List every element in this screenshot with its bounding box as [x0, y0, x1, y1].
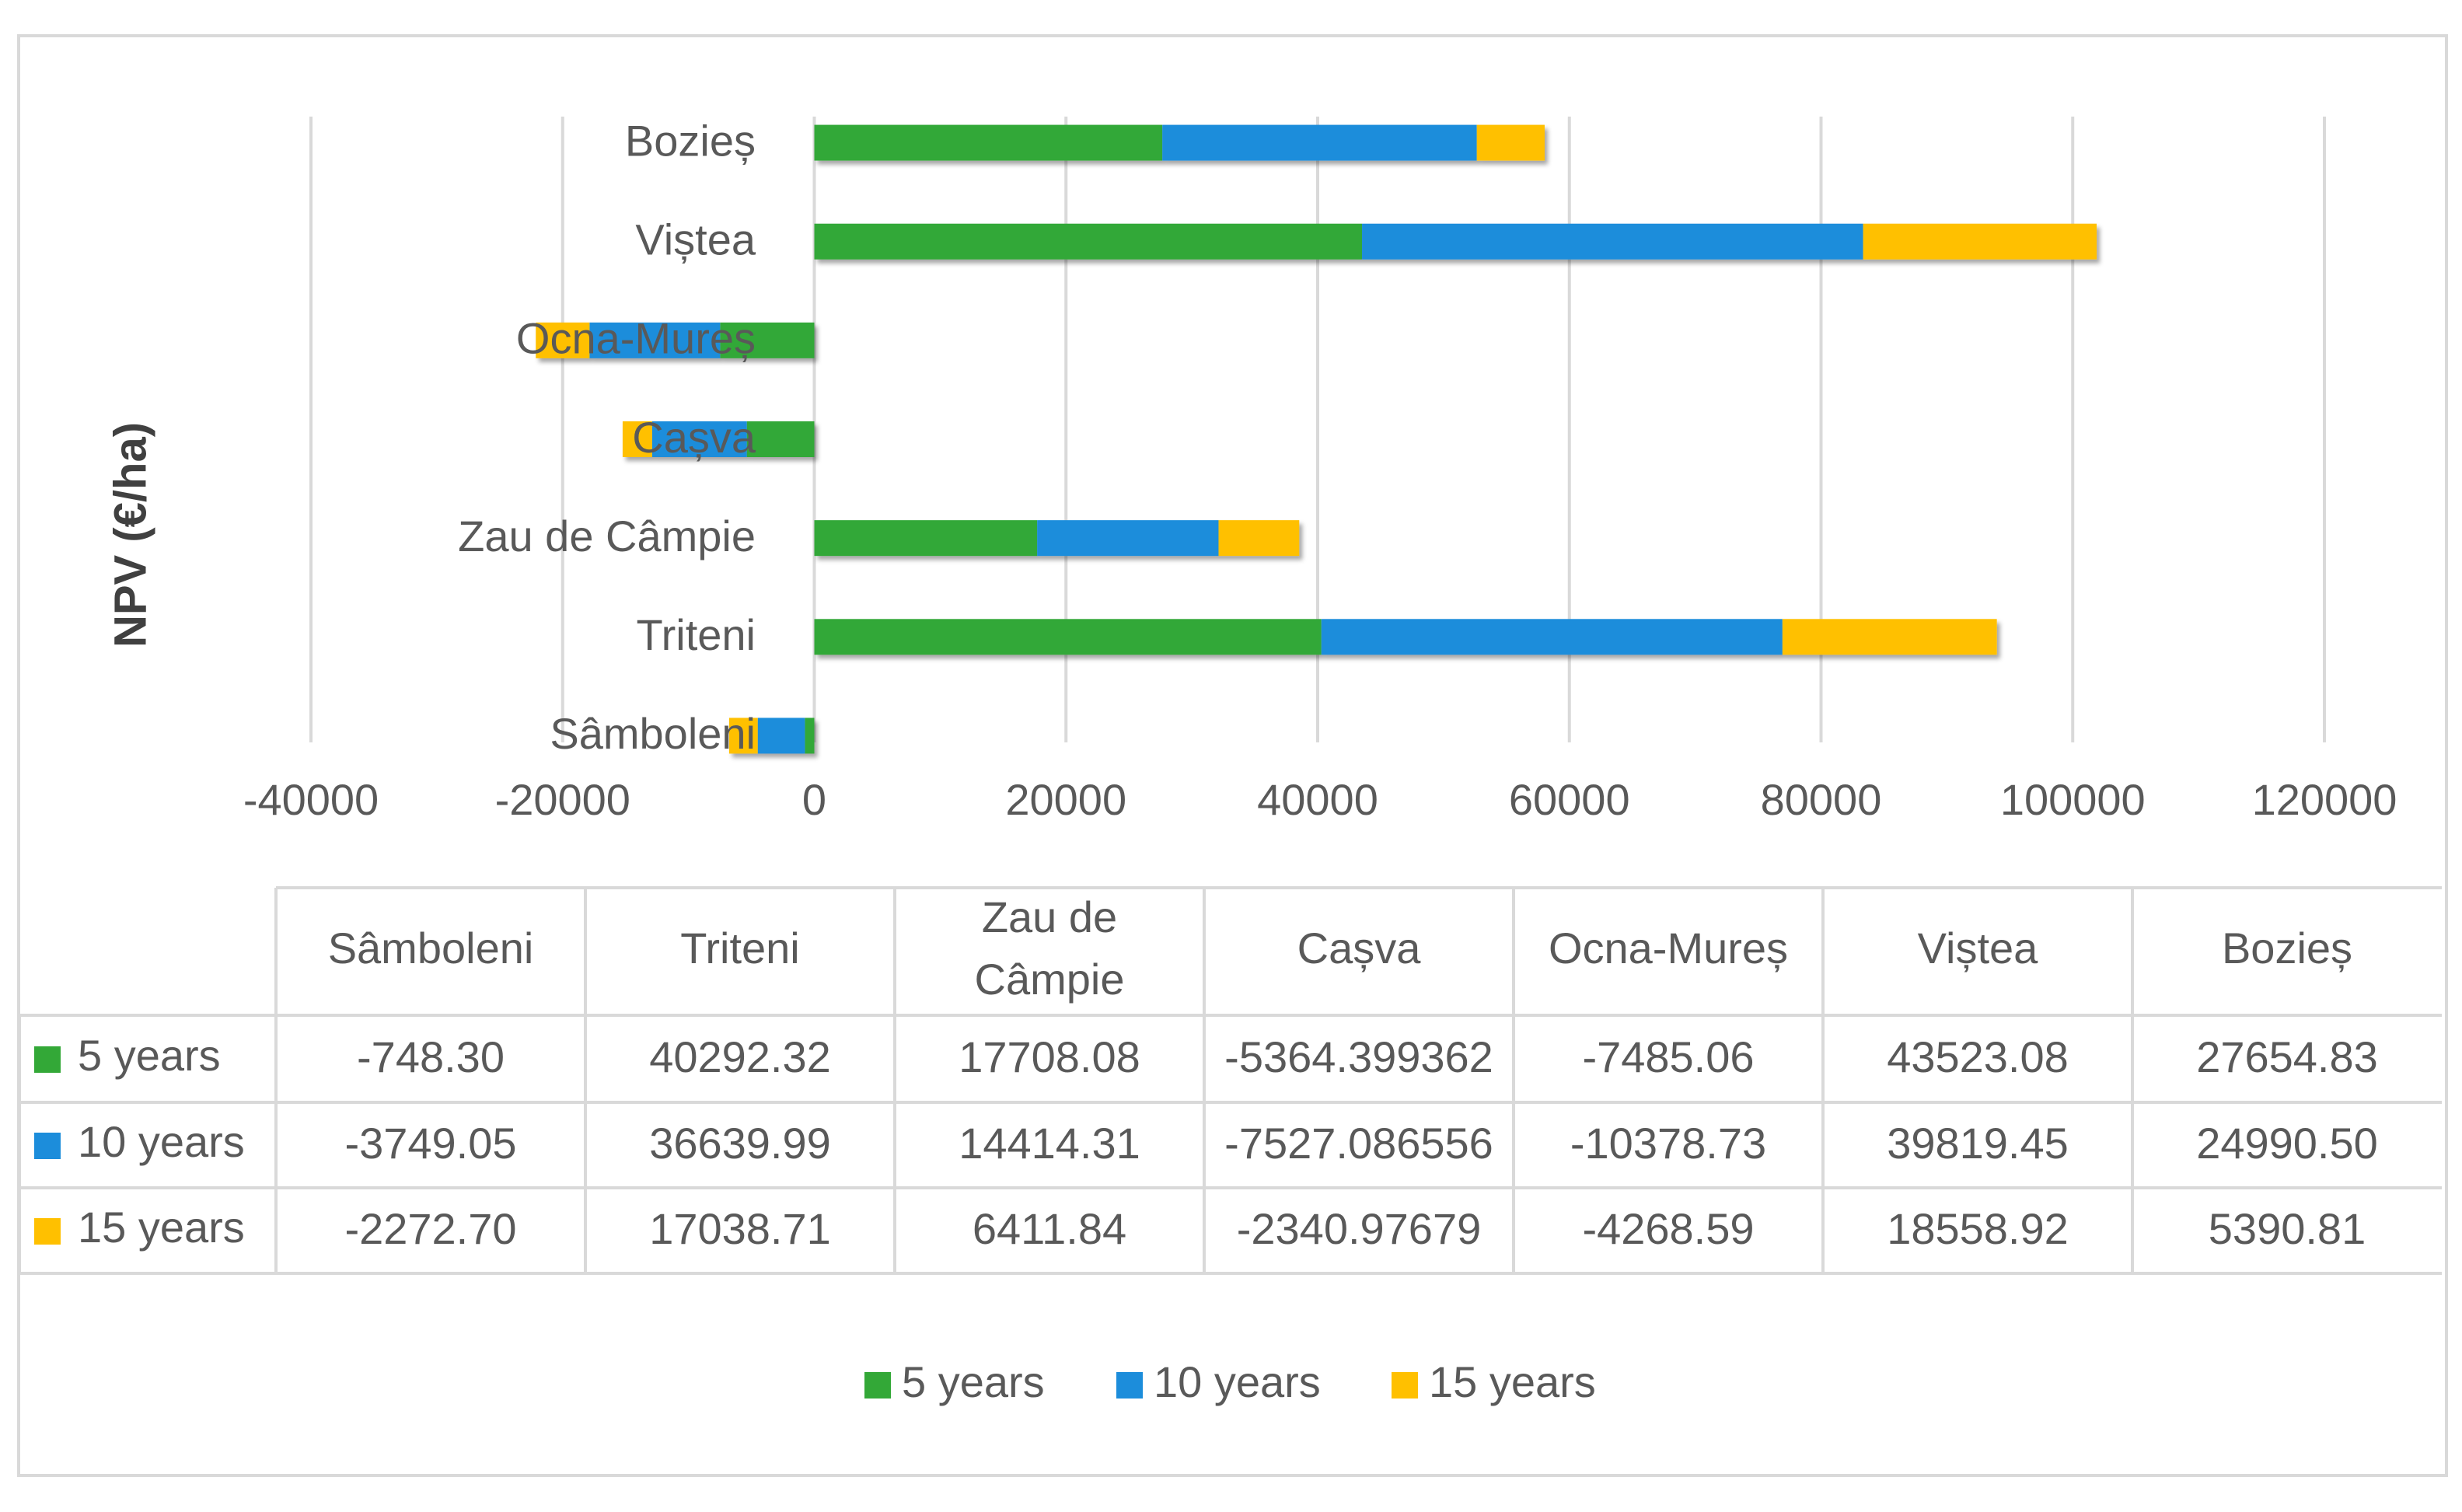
table-header-2-line-0: Zau de [982, 892, 1117, 941]
bar-2-4 [536, 322, 590, 358]
legend-label-1: 10 years [1154, 1357, 1321, 1406]
table-cell-0-2: 17708.08 [959, 1032, 1140, 1081]
table-header-2-line-1: Câmpie [975, 955, 1125, 1004]
bar-0-3 [746, 421, 815, 457]
table-cell-0-3: -5364.399362 [1224, 1032, 1493, 1081]
table-header-6: Bozieș [2222, 924, 2352, 972]
legend-label-0: 5 years [902, 1357, 1045, 1406]
table-cell-0-1: 40292.32 [649, 1032, 831, 1081]
bar-2-3 [622, 421, 652, 457]
table-header-4: Ocna-Mureș [1549, 924, 1788, 972]
category-label-0: Sâmboleni [550, 709, 756, 758]
bar-0-6 [814, 124, 1163, 161]
bar-1-5 [1362, 223, 1863, 260]
xtick-label-1: -20000 [495, 775, 630, 824]
table-cell-1-1: 36639.99 [649, 1119, 831, 1168]
bar-stack-1 [814, 619, 1997, 655]
bar-1-4 [589, 322, 721, 358]
table-cell-2-2: 6411.84 [973, 1204, 1126, 1253]
category-label-3: Cașva [632, 413, 756, 462]
bar-2-1 [1782, 619, 1997, 655]
table-cell-2-3: -2340.97679 [1237, 1204, 1482, 1253]
xtick-label-0: -40000 [243, 775, 379, 824]
table-cell-0-5: 43523.08 [1887, 1032, 2069, 1081]
category-label-4: Ocna-Mureș [516, 314, 756, 363]
table-cell-1-6: 24990.50 [2196, 1119, 2378, 1168]
table-cell-0-6: 27654.83 [2196, 1032, 2378, 1081]
bar-2-2 [1218, 520, 1300, 557]
table-row-label-1: 10 years [78, 1117, 245, 1166]
table-cell-2-4: -4268.59 [1582, 1204, 1754, 1253]
bar-2-5 [1863, 223, 2097, 260]
table-legend-key-0 [34, 1046, 61, 1073]
table-cell-2-5: 18558.92 [1887, 1204, 2069, 1253]
bar-1-2 [1037, 520, 1219, 557]
xtick-label-7: 100000 [2000, 775, 2146, 824]
chart-frame [17, 34, 2448, 1477]
table-cell-0-4: -7485.06 [1582, 1032, 1754, 1081]
table-legend-key-1 [34, 1133, 61, 1159]
category-label-6: Bozieș [625, 116, 756, 165]
bar-1-6 [1162, 124, 1477, 161]
xtick-label-3: 20000 [1005, 775, 1126, 824]
bar-stack-5 [814, 223, 2097, 260]
bar-0-5 [814, 223, 1363, 260]
bar-1-0 [757, 718, 805, 754]
table-cell-2-1: 17038.71 [649, 1204, 831, 1253]
table-row-label-2: 15 years [78, 1203, 245, 1252]
bar-0-4 [720, 322, 815, 358]
table-row-label-0: 5 years [78, 1031, 221, 1080]
category-label-1: Triteni [636, 610, 756, 659]
table-cell-0-0: -748.30 [357, 1032, 505, 1081]
legend-key-2 [1392, 1372, 1418, 1399]
bar-2-6 [1476, 124, 1545, 161]
table-cell-1-2: 14414.31 [959, 1119, 1140, 1168]
legend-key-0 [864, 1372, 891, 1399]
bar-stack-3 [622, 421, 815, 457]
xtick-label-5: 60000 [1509, 775, 1630, 824]
table-cell-2-6: 5390.81 [2209, 1204, 2366, 1253]
xtick-label-2: 0 [802, 775, 826, 824]
table-header-3: Cașva [1297, 924, 1422, 972]
table-header-5: Viștea [1918, 924, 2038, 972]
legend-key-1 [1116, 1372, 1143, 1399]
xtick-label-4: 40000 [1257, 775, 1378, 824]
bar-0-0 [805, 718, 815, 754]
table-header-1: Triteni [680, 924, 800, 972]
xtick-label-8: 120000 [2252, 775, 2397, 824]
bar-0-1 [814, 619, 1322, 655]
category-label-2: Zau de Câmpie [458, 512, 756, 560]
category-label-5: Viștea [635, 215, 756, 264]
table-header-0: Sâmboleni [328, 924, 534, 972]
table-cell-2-0: -2272.70 [344, 1204, 516, 1253]
bar-1-1 [1321, 619, 1783, 655]
bar-stack-4 [536, 322, 815, 358]
bar-stack-0 [728, 718, 815, 754]
bar-0-2 [814, 520, 1038, 557]
table-cell-1-5: 39819.45 [1887, 1119, 2069, 1168]
table-cell-1-3: -7527.086556 [1224, 1119, 1493, 1168]
bar-stack-6 [814, 124, 1545, 161]
y-axis-title: NPV (€/ha) [105, 422, 155, 648]
bar-stack-2 [814, 520, 1300, 557]
table-cell-1-4: -10378.73 [1570, 1119, 1766, 1168]
bar-1-3 [651, 421, 747, 457]
legend-label-2: 15 years [1429, 1357, 1596, 1406]
table-cell-1-0: -3749.05 [344, 1119, 516, 1168]
bar-2-0 [728, 718, 758, 754]
table-legend-key-2 [34, 1218, 61, 1245]
xtick-label-6: 80000 [1761, 775, 1882, 824]
